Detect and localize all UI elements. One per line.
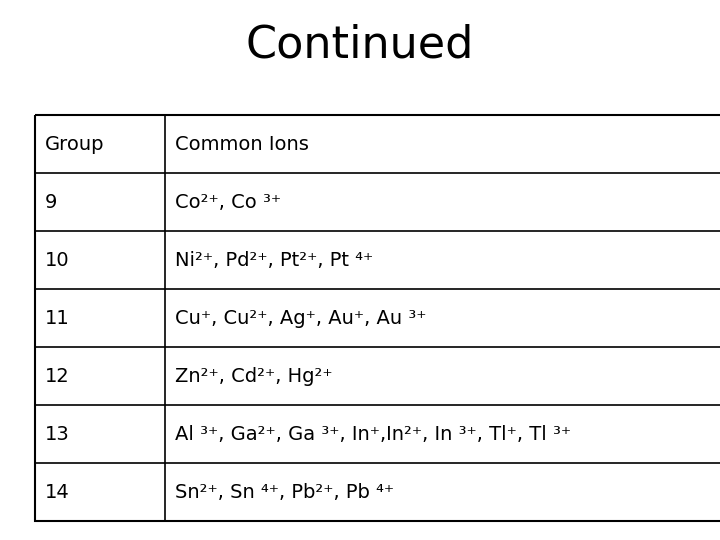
Text: Group: Group [45, 134, 104, 153]
Text: Ni²⁺, Pd²⁺, Pt²⁺, Pt ⁴⁺: Ni²⁺, Pd²⁺, Pt²⁺, Pt ⁴⁺ [175, 251, 373, 269]
Bar [35, 115, 720, 521]
Text: Cu⁺, Cu²⁺, Ag⁺, Au⁺, Au ³⁺: Cu⁺, Cu²⁺, Ag⁺, Au⁺, Au ³⁺ [175, 308, 426, 327]
Text: Co²⁺, Co ³⁺: Co²⁺, Co ³⁺ [175, 192, 281, 212]
Text: 13: 13 [45, 424, 70, 443]
Text: Sn²⁺, Sn ⁴⁺, Pb²⁺, Pb ⁴⁺: Sn²⁺, Sn ⁴⁺, Pb²⁺, Pb ⁴⁺ [175, 483, 394, 502]
Text: Zn²⁺, Cd²⁺, Hg²⁺: Zn²⁺, Cd²⁺, Hg²⁺ [175, 367, 333, 386]
Text: 12: 12 [45, 367, 70, 386]
Text: 14: 14 [45, 483, 70, 502]
Text: Common Ions: Common Ions [175, 134, 309, 153]
Text: 9: 9 [45, 192, 58, 212]
Text: 10: 10 [45, 251, 70, 269]
Text: Continued: Continued [246, 24, 474, 66]
Text: 11: 11 [45, 308, 70, 327]
Text: Al ³⁺, Ga²⁺, Ga ³⁺, In⁺,In²⁺, In ³⁺, Tl⁺, Tl ³⁺: Al ³⁺, Ga²⁺, Ga ³⁺, In⁺,In²⁺, In ³⁺, Tl⁺… [175, 424, 571, 443]
